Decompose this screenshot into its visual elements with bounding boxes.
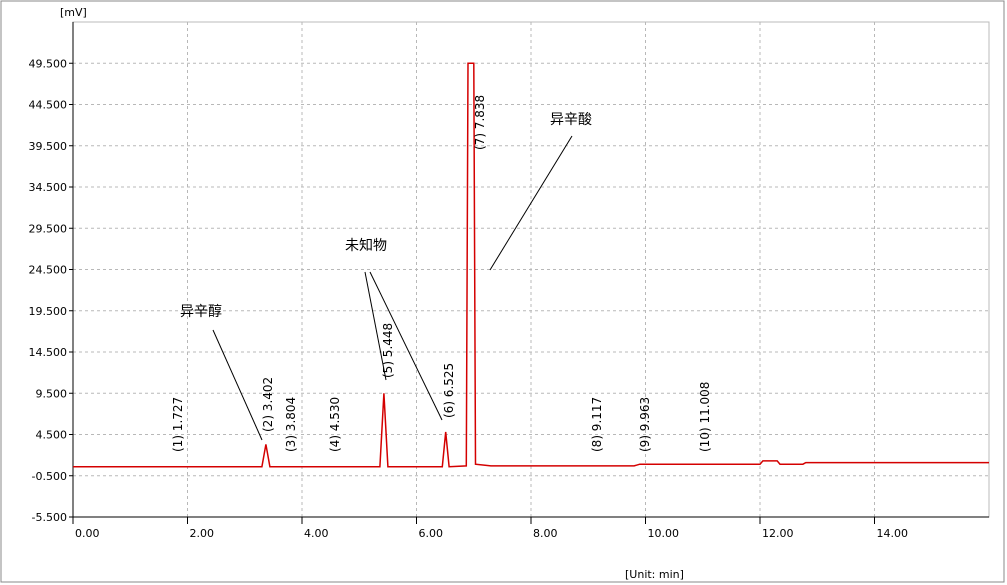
y-tick-label: 19.500 — [29, 305, 68, 318]
y-tick-label: 14.500 — [29, 346, 68, 359]
y-tick-label: -5.500 — [32, 511, 67, 524]
peak-label: (6) 6.525 — [442, 363, 456, 418]
y-tick-label: 39.500 — [29, 140, 68, 153]
annotation: 异辛醇 — [180, 303, 222, 320]
x-tick-label: 4.00 — [304, 527, 329, 540]
x-tick-label: 10.00 — [648, 527, 680, 540]
y-tick-label: 44.500 — [29, 99, 68, 112]
x-tick-label: 14.00 — [877, 527, 909, 540]
x-tick-label: 0.00 — [75, 527, 100, 540]
y-tick-label: 9.500 — [36, 387, 68, 400]
peak-label: (4) 4.530 — [328, 397, 342, 452]
y-tick-label: 49.500 — [29, 57, 68, 70]
leader-line — [369, 271, 443, 421]
leader-line — [364, 271, 387, 381]
x-tick-label: 8.00 — [533, 527, 558, 540]
y-axis-label: [mV] — [60, 6, 87, 19]
plot — [73, 62, 989, 468]
y-tick-label: 34.500 — [29, 181, 68, 194]
peak-label: (3) 3.804 — [284, 397, 298, 452]
peak-label: (10) 11.008 — [698, 382, 712, 452]
trace — [73, 62, 989, 468]
peak-label: (5) 5.448 — [381, 323, 395, 378]
x-tick-label: 6.00 — [419, 527, 444, 540]
peak-label: (1) 1.727 — [171, 397, 185, 452]
leader-line — [489, 135, 573, 271]
peak-labels: (1) 1.727 (2) 3.402 (3) 3.804 (4) 4.530 … — [171, 95, 712, 452]
x-tick-label: 12.00 — [762, 527, 794, 540]
peak-label: (8) 9.117 — [590, 397, 604, 452]
x-tick-label: 2.00 — [190, 527, 215, 540]
peak-label: (7) 7.838 — [473, 95, 487, 150]
y-tick-label: -0.500 — [32, 470, 67, 483]
grid: -5.500 -0.500 4.500 9.500 14.500 19.500 24.500… — [29, 21, 990, 540]
x-axis-label: [Unit: min] — [625, 568, 684, 581]
leader-line — [212, 329, 263, 441]
annotation: 异辛酸 — [550, 112, 592, 128]
annotations: 异辛醇 未知物 异辛酸 — [180, 112, 592, 441]
y-tick-label: 4.500 — [36, 429, 68, 442]
peak-label: (2) 3.402 — [261, 377, 275, 432]
annotation: 未知物 — [345, 237, 387, 254]
y-tick-label: 29.500 — [29, 222, 68, 235]
y-tick-label: 24.500 — [29, 264, 68, 277]
peak-label: (9) 9.963 — [638, 397, 652, 452]
